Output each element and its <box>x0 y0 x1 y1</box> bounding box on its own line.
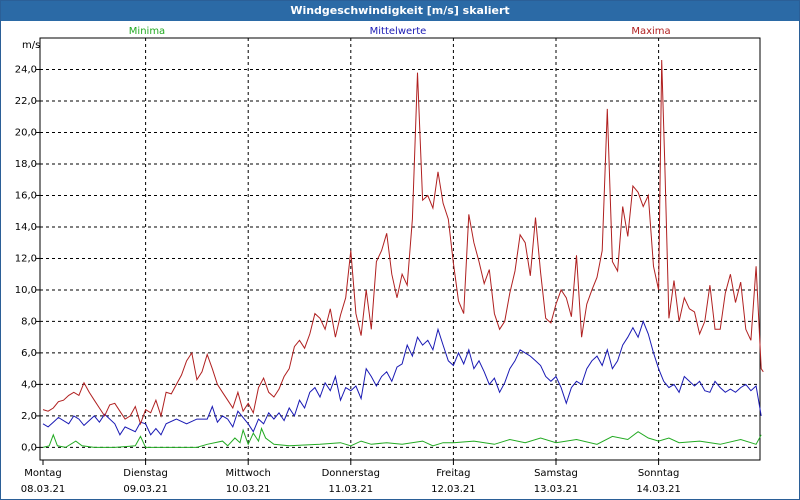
x-tick-date-label: 11.03.21 <box>329 484 374 495</box>
x-tick-date-label: 08.03.21 <box>21 484 66 495</box>
x-tick-date-label: 10.03.21 <box>226 484 271 495</box>
x-tick-date-label: 09.03.21 <box>123 484 168 495</box>
y-tick-label: 16,0 <box>15 190 37 201</box>
x-tick-day-label: Donnerstag <box>322 468 380 479</box>
legend-mittelwerte: Mittelwerte <box>370 26 427 37</box>
y-tick-label: 22,0 <box>15 96 37 107</box>
x-tick-day-label: Dienstag <box>123 468 168 479</box>
y-tick-label: 20,0 <box>15 127 37 138</box>
y-axis-unit-label: m/s <box>22 40 40 51</box>
y-tick-label: 0,0 <box>21 442 37 453</box>
series-line-maxima <box>42 59 764 426</box>
x-tick-day-label: Freitag <box>436 468 470 479</box>
y-tick-label: 14,0 <box>15 222 37 233</box>
y-tick-label: 2,0 <box>21 411 37 422</box>
y-tick-label: 12,0 <box>15 253 37 264</box>
plot-area <box>39 37 761 461</box>
x-tick-day-label: Samstag <box>534 468 578 479</box>
series-line-mittelwerte <box>42 319 762 436</box>
x-tick-date-label: 14.03.21 <box>636 484 681 495</box>
x-tick-day-label: Mittwoch <box>226 468 271 479</box>
y-tick-label: 10,0 <box>15 285 37 296</box>
y-tick-label: 18,0 <box>15 159 37 170</box>
y-tick-label: 8,0 <box>21 316 37 327</box>
x-tick-date-label: 12.03.21 <box>431 484 476 495</box>
window-title: Windgeschwindigkeit [m/s] skaliert <box>290 4 510 17</box>
x-tick-day-label: Sonntag <box>638 468 680 479</box>
legend-minima: Minima <box>129 26 165 37</box>
series-line-minima <box>42 426 762 448</box>
y-tick-label: 4,0 <box>21 379 37 390</box>
y-tick-label: 6,0 <box>21 348 37 359</box>
x-tick-day-label: Montag <box>24 468 61 479</box>
x-tick-date-label: 13.03.21 <box>534 484 579 495</box>
legend-maxima: Maxima <box>631 26 670 37</box>
y-tick-label: 24,0 <box>15 64 37 75</box>
window-title-bar: Windgeschwindigkeit [m/s] skaliert <box>1 1 799 21</box>
